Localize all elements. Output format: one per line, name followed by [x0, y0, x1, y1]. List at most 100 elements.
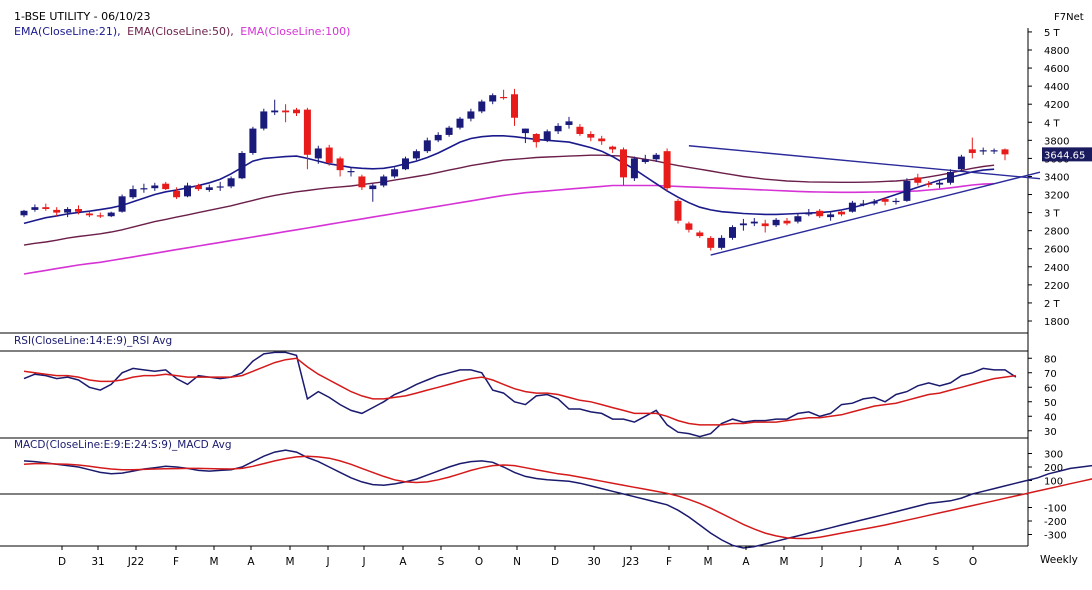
time-axis: D 31 J22 F M A M J J A S O N D 30 J23 F M A M J J A S O: [58, 546, 977, 568]
candle-body: [391, 169, 399, 177]
candle-body: [423, 140, 431, 152]
candle-body: [903, 180, 911, 201]
price-tick-label: 5 T: [1044, 28, 1061, 39]
candle-body: [772, 219, 780, 226]
time-tick-label: F: [666, 556, 672, 568]
candle-body: [293, 109, 300, 114]
candle-body: [598, 138, 606, 142]
price-tick-label: 4 T: [1044, 118, 1061, 129]
candle-body: [838, 211, 845, 215]
time-tick-label: J: [819, 556, 823, 568]
time-tick-label: D: [551, 556, 559, 568]
candle-body: [805, 212, 813, 215]
candle-body: [674, 200, 682, 221]
last-price-badge: [1042, 147, 1092, 162]
time-tick-label: M: [703, 556, 712, 568]
price-tick-label: 4800: [1044, 46, 1069, 57]
rsi-title: RSI(CloseLine:14:E:9)_RSI Avg: [14, 335, 172, 347]
time-tick-label: M: [779, 556, 788, 568]
candle-body: [979, 150, 987, 152]
candle-body: [75, 208, 82, 212]
candle-body: [609, 146, 617, 150]
candle-body: [511, 94, 518, 118]
time-tick-label: N: [513, 556, 521, 568]
candle-body: [42, 207, 50, 209]
candle-body: [881, 199, 889, 202]
time-tick-label: J: [361, 556, 365, 568]
rsi-tick-label: 40: [1044, 412, 1057, 423]
time-tick-label: A: [399, 556, 407, 568]
candle-body: [783, 220, 791, 224]
candle-body: [925, 183, 933, 185]
candle-body: [271, 110, 279, 113]
candle-body: [489, 95, 497, 102]
candle-body: [990, 150, 998, 152]
candle-body: [64, 208, 72, 213]
candle-body: [53, 209, 61, 213]
candle-body: [794, 216, 802, 222]
brand-label: F7Net: [1054, 12, 1084, 23]
candle-body: [827, 214, 835, 218]
candle-body: [151, 185, 159, 189]
price-tick-label: 3200: [1044, 191, 1069, 202]
candle-body: [892, 200, 900, 203]
time-tick-label: S: [438, 556, 445, 568]
rsi-tick-label: 60: [1044, 383, 1057, 394]
ema100-legend: EMA(CloseLine:100): [240, 25, 350, 38]
candle-body: [369, 185, 377, 190]
candle-body: [31, 207, 39, 210]
candle-body: [140, 188, 148, 190]
candle-body: [739, 223, 747, 226]
time-tick-label: O: [475, 556, 483, 568]
candle-body: [336, 158, 344, 171]
candle-body: [260, 111, 268, 129]
rsi-panel: RSI(CloseLine:14:E:9)_RSI Avg 80 70 60 50 40…: [0, 333, 1057, 439]
candle-body: [162, 183, 170, 190]
candle-body: [663, 151, 671, 189]
candle-body: [957, 156, 965, 170]
price-tick-label: 4600: [1044, 64, 1069, 75]
candle-body: [445, 127, 453, 135]
price-tick-label: 2800: [1044, 227, 1069, 238]
candle-body: [478, 101, 486, 112]
candle-body: [282, 110, 290, 113]
candle-body: [620, 149, 627, 178]
candle-body: [216, 186, 224, 188]
candle-body: [347, 171, 355, 173]
candle-body: [314, 148, 322, 159]
candle-body: [630, 158, 638, 179]
candle-body: [521, 128, 529, 134]
candle-body: [129, 189, 137, 198]
price-tick-label: 3400: [1044, 172, 1069, 183]
price-tick-label: 2200: [1044, 281, 1069, 292]
candle-body: [947, 171, 954, 183]
macd-panel: MACD(CloseLine:E:9:E:24:S:9)_MACD Avg 30…: [0, 438, 1092, 549]
time-tick-label: M: [285, 556, 294, 568]
candle-body: [249, 128, 257, 153]
candle-body: [434, 134, 442, 141]
ema21-legend: EMA(CloseLine:21),: [14, 25, 121, 38]
macd-tick-label: -200: [1044, 517, 1067, 528]
ema-legend: EMA(CloseLine:21), EMA(CloseLine:50), EM…: [14, 25, 350, 38]
candle-body: [936, 182, 944, 185]
price-tick-label: 2 T: [1044, 299, 1061, 310]
candle-body: [118, 196, 126, 212]
candle-body: [227, 178, 235, 187]
candle-body: [380, 176, 388, 186]
candle-body: [184, 185, 191, 197]
macd-line: [23, 449, 1092, 549]
price-tick-label: 3 T: [1044, 209, 1061, 220]
time-tick-label: F: [173, 556, 179, 568]
candle-body: [718, 237, 726, 248]
macd-tick-label: 100: [1044, 477, 1063, 488]
time-tick-label: S: [933, 556, 940, 568]
time-tick-label: J: [858, 556, 862, 568]
candle-body: [412, 151, 420, 159]
price-plot-area: 3644.65: [20, 88, 1092, 275]
candle-body: [107, 212, 115, 217]
time-tick-label: J23: [622, 556, 639, 568]
price-tick-label: 2600: [1044, 245, 1069, 256]
candle-body: [173, 190, 181, 198]
candle-body: [565, 121, 573, 125]
